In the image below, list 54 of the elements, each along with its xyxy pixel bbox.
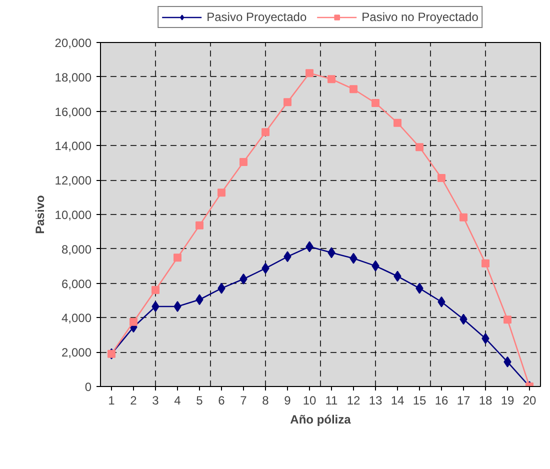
point <box>372 99 380 108</box>
x-tick-label: 3 <box>152 394 160 408</box>
point <box>460 213 468 222</box>
point <box>328 75 336 84</box>
x-tick-label: 12 <box>346 394 360 408</box>
point <box>174 254 182 262</box>
y-tick-label: 18,000 <box>54 70 92 84</box>
x-tick-label: 10 <box>302 394 316 408</box>
y-tick-label: 20,000 <box>54 36 92 50</box>
legend-label: Pasivo Proyectado <box>206 10 307 24</box>
x-tick-label: 1 <box>108 394 116 408</box>
x-tick-label: 7 <box>240 394 248 408</box>
y-tick-label: 14,000 <box>54 139 92 154</box>
x-tick-label: 4 <box>174 394 182 408</box>
point <box>350 85 358 94</box>
point <box>152 286 160 294</box>
y-axis-title: Pasivo <box>32 195 47 234</box>
x-tick-label: 6 <box>218 394 226 408</box>
point <box>306 69 314 78</box>
point <box>240 274 248 284</box>
y-tick-label: 8,000 <box>61 242 92 256</box>
x-tick-label: 8 <box>262 394 270 408</box>
x-tick-label: 15 <box>412 394 426 408</box>
point <box>284 98 292 106</box>
x-tick-label: 14 <box>390 394 404 408</box>
x-tick-label: 11 <box>325 394 338 408</box>
point <box>416 143 424 152</box>
x-axis-title: Año póliza <box>290 412 352 426</box>
legend-label: Pasivo no Proyectado <box>362 10 478 24</box>
point <box>504 316 512 324</box>
x-tick-label: 20 <box>522 394 536 408</box>
y-tick-label: 4,000 <box>61 311 92 326</box>
point <box>438 174 446 182</box>
y-tick-label: 12,000 <box>54 174 92 188</box>
x-tick-label: 19 <box>500 394 514 408</box>
x-tick-label: 2 <box>130 394 138 408</box>
x-tick-label: 18 <box>478 394 492 408</box>
point <box>262 128 270 136</box>
x-tick-label: 9 <box>284 394 292 408</box>
point <box>240 158 248 166</box>
point <box>196 221 204 230</box>
y-tick-label: 2,000 <box>61 346 92 360</box>
point <box>218 188 226 197</box>
y-tick-label: 10,000 <box>54 208 92 222</box>
point <box>482 259 490 268</box>
x-tick-label: 13 <box>368 394 382 408</box>
x-tick-label: 16 <box>434 394 448 408</box>
point <box>394 118 402 127</box>
x-tick-label: 5 <box>196 394 204 408</box>
y-tick-label: 0 <box>84 380 92 394</box>
y-tick-label: 6,000 <box>61 276 92 291</box>
x-tick-label: 17 <box>456 394 470 408</box>
y-tick-label: 16,000 <box>54 104 92 119</box>
point <box>130 318 138 326</box>
